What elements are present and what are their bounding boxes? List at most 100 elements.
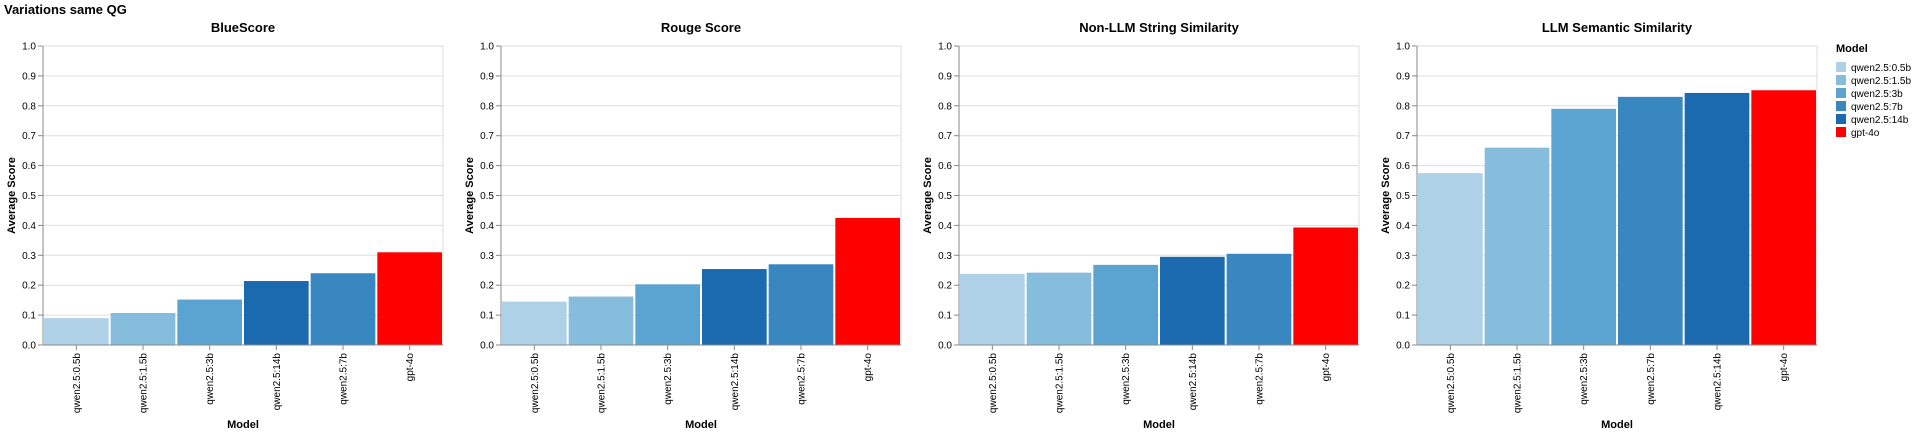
chart-panel-2: 0.0 0.1 0.2 0.3 0.4 0.5 0.6 0.7 0.8 0.9 1.0 qwen2.5… (464, 20, 902, 431)
y-axis-label: Average Score (464, 157, 476, 234)
chart-panel-4: 0.0 0.1 0.2 0.3 0.4 0.5 0.6 0.7 0.8 0.9 1.0 qwen2.5… (1380, 20, 1818, 431)
y-tick-label: 0.7 (22, 131, 36, 142)
y-tick-label: 0.7 (1396, 131, 1410, 142)
bar (1751, 90, 1816, 345)
chart-title: Non-LLM String Similarity (1079, 20, 1239, 35)
y-tick-label: 0.5 (1396, 191, 1410, 202)
y-tick-label: 0.1 (1396, 311, 1410, 322)
bar (1226, 253, 1292, 345)
legend-item-label: qwen2.5:1.5b (1851, 76, 1911, 87)
bar (377, 252, 442, 345)
x-tick-label: qwen2.5:0.5b (988, 353, 999, 413)
legend-item-label: qwen2.5:3b (1851, 89, 1903, 100)
y-tick-label: 0.8 (938, 101, 952, 112)
x-tick-label: qwen2.5:1.5b (1055, 353, 1066, 413)
figure-title: Variations same QG (4, 2, 127, 17)
bar (1484, 147, 1550, 345)
y-axis-label: Average Score (1380, 157, 1392, 234)
chart-title: LLM Semantic Similarity (1542, 20, 1693, 35)
x-tick-label: gpt-4o (863, 353, 874, 382)
y-tick-label: 0.0 (480, 341, 494, 352)
y-tick-label: 0.0 (938, 341, 952, 352)
y-tick-label: 1.0 (938, 42, 952, 53)
y-tick-label: 0.5 (480, 191, 494, 202)
x-tick-label: qwen2.5:1.5b (1513, 353, 1524, 413)
y-tick-label: 0.6 (1396, 161, 1410, 172)
y-tick-label: 0.6 (938, 161, 952, 172)
y-tick-label: 0.1 (938, 311, 952, 322)
chart-title: Rouge Score (661, 20, 741, 35)
x-tick-label: qwen2.5:14b (1713, 353, 1724, 411)
y-axis-label: Average Score (922, 157, 934, 234)
x-tick-label: qwen2.5:0.5b (530, 353, 541, 413)
legend-swatch (1836, 62, 1846, 72)
y-tick-label: 0.9 (938, 71, 952, 82)
x-tick-label: qwen2.5:14b (1188, 353, 1199, 411)
y-tick-label: 0.6 (480, 161, 494, 172)
bar (1684, 92, 1750, 346)
y-tick-label: 0.9 (1396, 71, 1410, 82)
x-tick-label: qwen2.5:3b (205, 353, 216, 405)
x-tick-label: qwen2.5:7b (797, 353, 808, 405)
bar (960, 273, 1025, 345)
bar (835, 217, 900, 345)
y-tick-label: 0.3 (480, 251, 494, 262)
y-tick-label: 0.3 (1396, 251, 1410, 262)
x-tick-label: qwen2.5:14b (272, 353, 283, 411)
x-tick-label: qwen2.5:14b (730, 353, 741, 411)
y-tick-label: 0.0 (22, 341, 36, 352)
x-tick-label: qwen2.5:1.5b (597, 353, 608, 413)
y-tick-label: 0.9 (22, 71, 36, 82)
y-tick-label: 0.2 (22, 281, 36, 292)
y-tick-label: 0.3 (938, 251, 952, 262)
y-axis-label: Average Score (6, 157, 18, 234)
y-tick-label: 0.4 (1396, 221, 1410, 232)
legend: Model qwen2.5:0.5b qwen2.5:1.5b qwen2.5:3b q… (1836, 43, 1911, 139)
x-axis-label: Model (685, 419, 717, 431)
legend-swatch (1836, 114, 1846, 124)
bar (768, 264, 834, 345)
legend-item-label: gpt-4o (1851, 128, 1880, 139)
y-tick-label: 0.1 (480, 311, 494, 322)
y-tick-label: 0.8 (480, 101, 494, 112)
x-tick-label: qwen2.5:0.5b (1446, 353, 1457, 413)
y-tick-label: 0.9 (480, 71, 494, 82)
y-tick-label: 0.8 (22, 101, 36, 112)
x-tick-label: qwen2.5:7b (1646, 353, 1657, 405)
bar (1551, 108, 1616, 345)
y-tick-label: 0.5 (938, 191, 952, 202)
bar (502, 301, 567, 345)
x-tick-label: qwen2.5:3b (663, 353, 674, 405)
x-axis-label: Model (1143, 419, 1175, 431)
legend-swatch (1836, 127, 1846, 137)
x-tick-label: gpt-4o (405, 353, 416, 382)
legend-swatch (1836, 88, 1846, 98)
x-tick-label: qwen2.5:3b (1579, 353, 1590, 405)
y-tick-label: 1.0 (1396, 42, 1410, 53)
y-tick-label: 0.6 (22, 161, 36, 172)
legend-item-label: qwen2.5:7b (1851, 102, 1903, 113)
bar (702, 269, 767, 345)
bar (1093, 264, 1158, 345)
y-tick-label: 0.7 (480, 131, 494, 142)
y-tick-label: 0.2 (1396, 281, 1410, 292)
y-tick-label: 0.4 (480, 221, 494, 232)
legend-title: Model (1836, 43, 1868, 55)
chart-panel-1: 0.0 0.1 0.2 0.3 0.4 0.5 0.6 0.7 0.8 0.9 1.0 qwen2.5… (6, 20, 444, 431)
bar (635, 284, 700, 345)
y-tick-label: 0.8 (1396, 101, 1410, 112)
x-tick-label: qwen2.5:3b (1121, 353, 1132, 405)
x-tick-label: qwen2.5:0.5b (72, 353, 83, 413)
x-tick-label: qwen2.5:7b (1255, 353, 1266, 405)
x-tick-label: gpt-4o (1321, 353, 1332, 382)
bar (177, 299, 242, 345)
bar (568, 296, 634, 345)
y-tick-label: 0.0 (1396, 341, 1410, 352)
bar (44, 318, 109, 345)
x-tick-label: gpt-4o (1779, 353, 1790, 382)
bar (110, 313, 176, 345)
legend-swatch (1836, 101, 1846, 111)
bar (1418, 173, 1483, 345)
bar (1160, 256, 1225, 345)
